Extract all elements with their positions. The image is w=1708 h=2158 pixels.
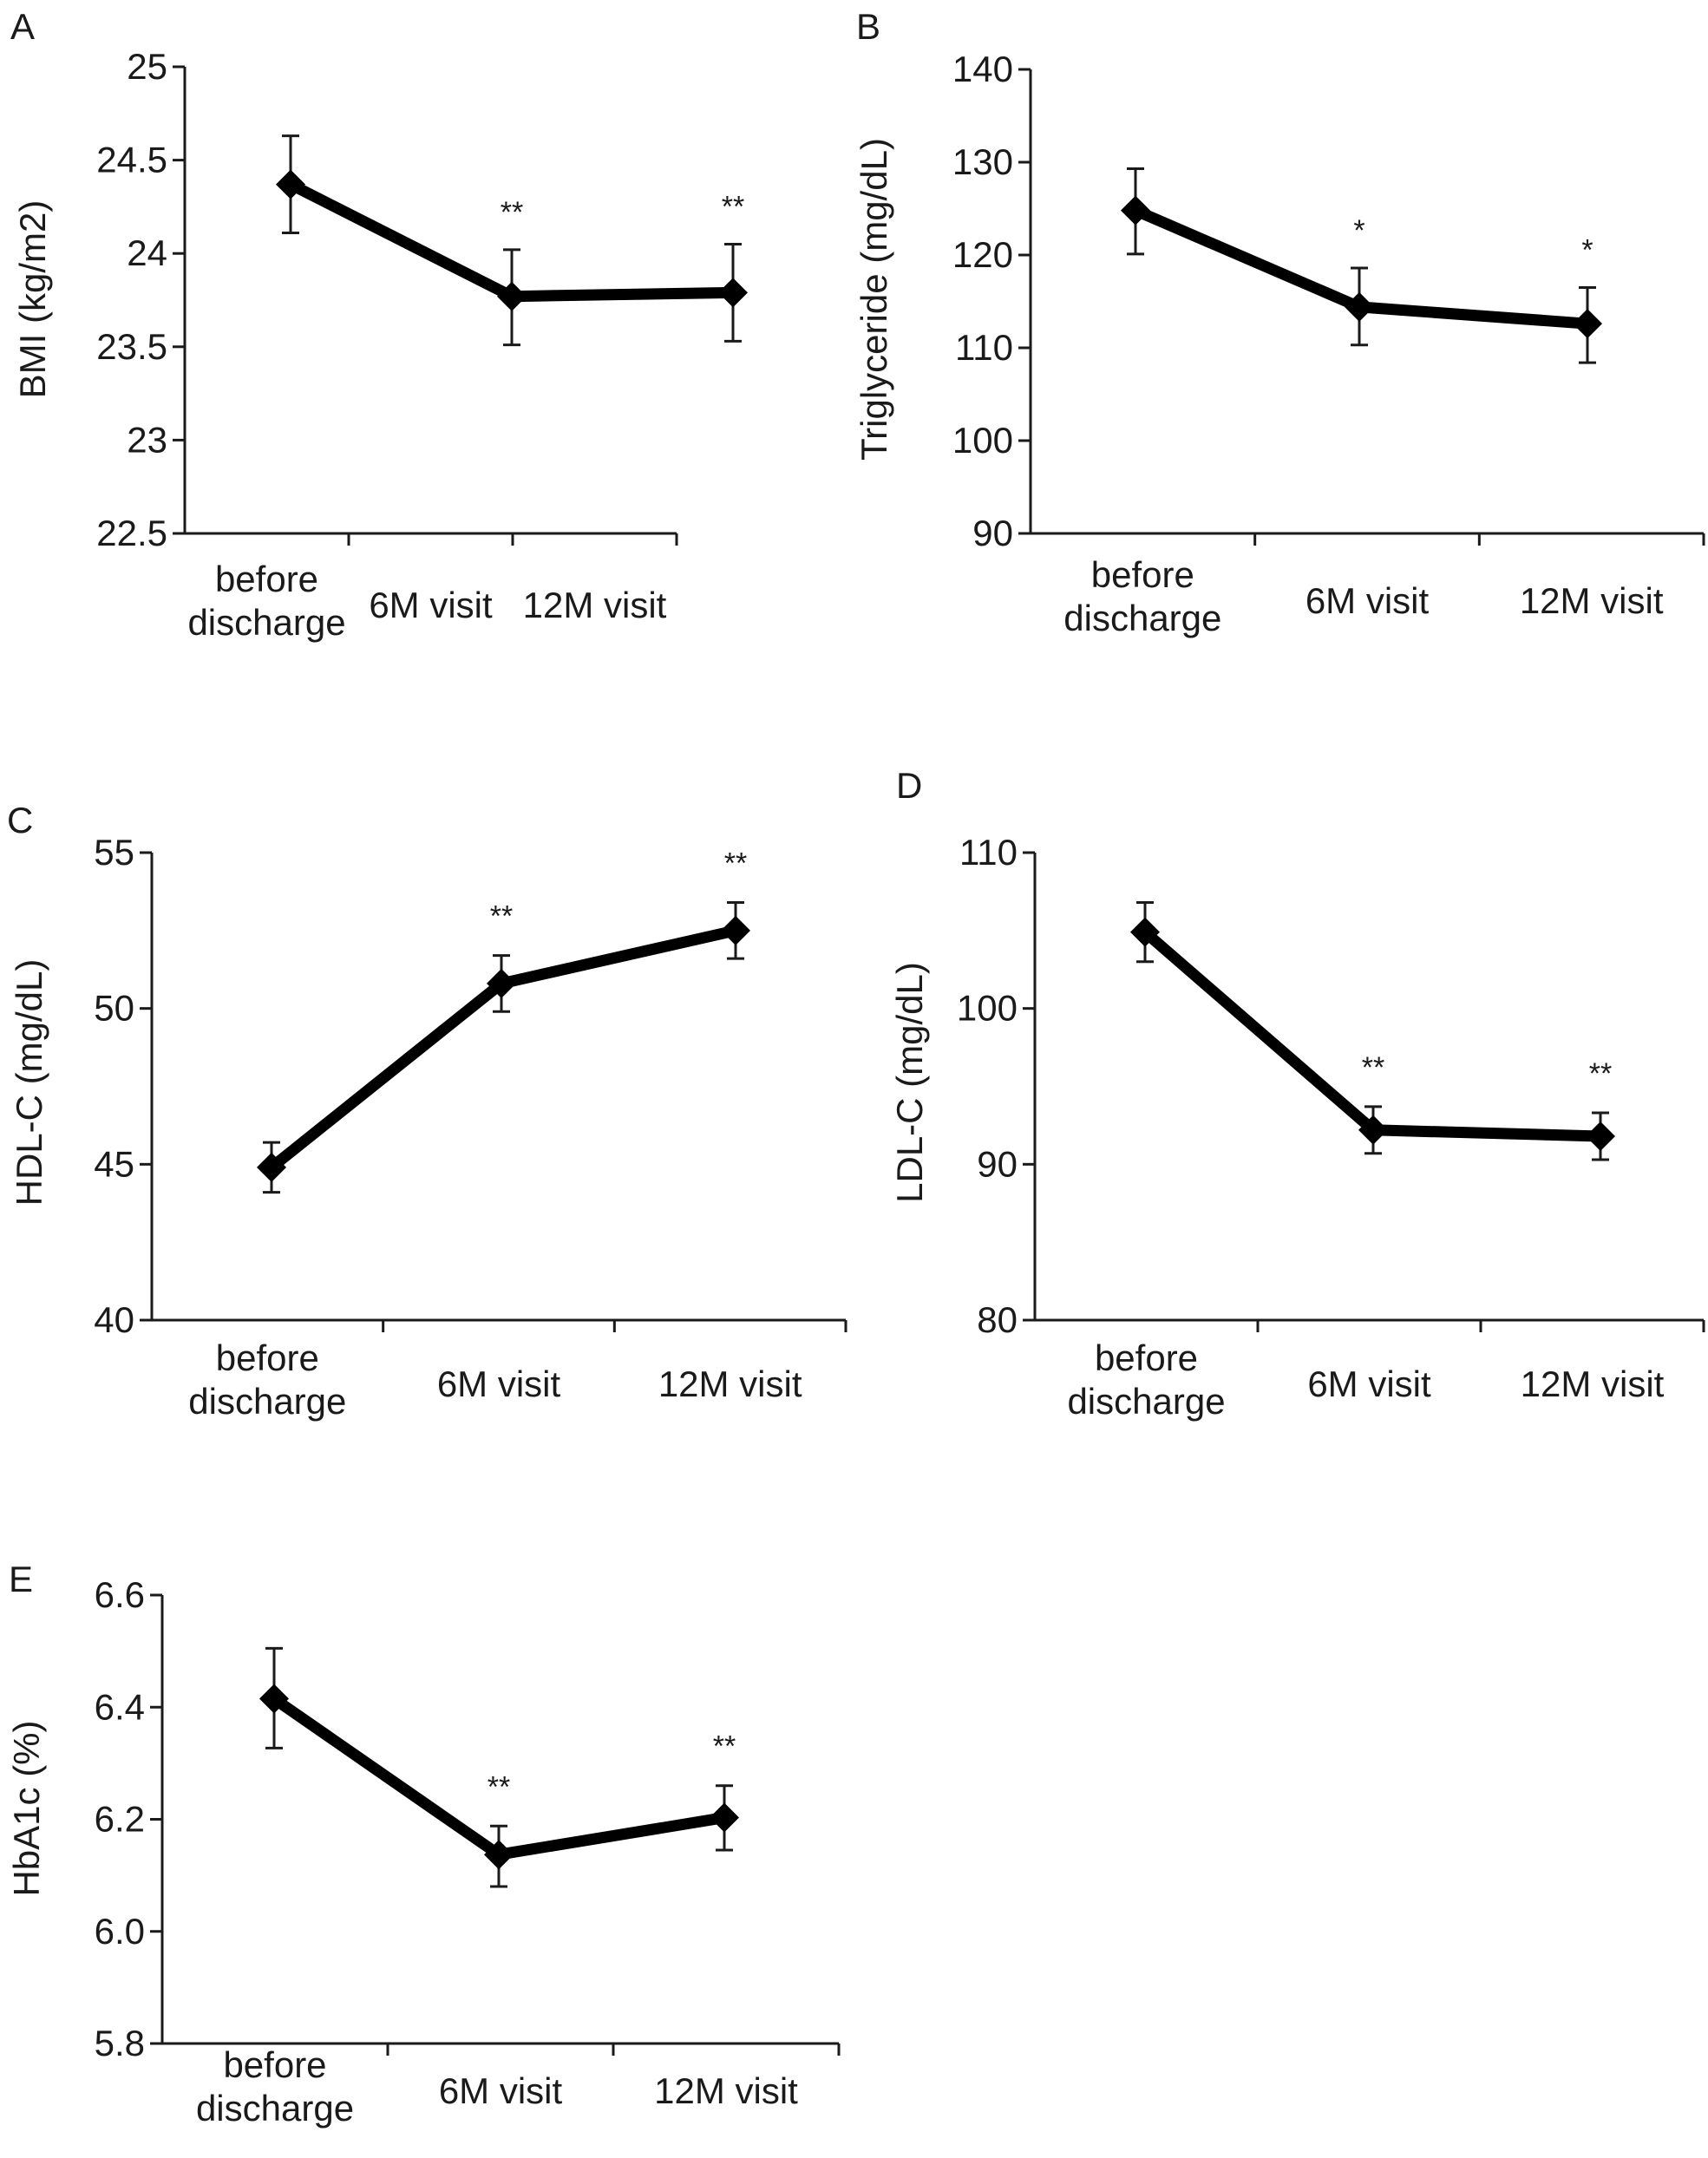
data-point-marker-b [1345, 291, 1374, 322]
x-category-label-b: 6M visit [1306, 580, 1430, 621]
y-tick-label-d: 80 [977, 1299, 1018, 1340]
data-point-marker-c [487, 968, 516, 998]
y-tick-label-c: 40 [94, 1299, 134, 1340]
significance-label-b: * [1581, 233, 1593, 266]
x-category-label-c: before [216, 1337, 319, 1378]
y-tick-label-a: 24.5 [96, 140, 167, 180]
x-category-label-e: before [223, 2044, 326, 2085]
y-axis-label-a: BMI (kg/m2) [12, 200, 53, 399]
y-tick-label-c: 55 [94, 832, 134, 873]
x-category-label-a: 6M visit [369, 585, 493, 625]
y-tick-label-c: 50 [94, 988, 134, 1029]
x-category-label-e: 12M visit [654, 2070, 798, 2111]
x-category-label-e: discharge [196, 2088, 354, 2129]
x-category-label-d: discharge [1067, 1381, 1225, 1422]
data-point-marker-c [721, 915, 750, 945]
series-line-c [265, 925, 742, 1174]
x-category-label-a: before [215, 559, 318, 599]
data-point-marker-b [1573, 309, 1602, 339]
y-tick-label-b: 100 [952, 420, 1013, 461]
x-category-label-a: 12M visit [523, 585, 667, 625]
y-axis-label-e: HbA1c (%) [6, 1720, 47, 1896]
y-tick-label-a: 24 [127, 232, 167, 273]
panel-letter-a: A [10, 6, 35, 47]
data-point-marker-e [710, 1802, 739, 1833]
x-category-label-d: 6M visit [1307, 1363, 1431, 1404]
data-point-marker-c [257, 1152, 286, 1182]
panel-b: B Triglyceride (mg/dL) 90 100 110 120 130 140 be… [854, 6, 1705, 638]
y-tick-label-b: 130 [952, 141, 1013, 182]
panel-letter-c: C [7, 800, 33, 840]
x-category-label-c: discharge [188, 1381, 346, 1422]
y-tick-label-a: 25 [127, 46, 167, 87]
significance-label-d: ** [1362, 1051, 1384, 1084]
y-tick-label-e: 6.6 [95, 1574, 145, 1615]
y-tick-label-d: 100 [957, 988, 1018, 1029]
data-point-marker-b [1121, 195, 1150, 226]
significance-label-e: ** [713, 1730, 736, 1763]
data-point-marker-a [276, 169, 305, 199]
data-point-marker-e [259, 1684, 289, 1714]
y-tick-label-d: 110 [959, 832, 1018, 873]
x-category-label-d: before [1095, 1337, 1198, 1378]
y-tick-label-a: 23.5 [96, 326, 167, 367]
x-category-label-e: 6M visit [439, 2070, 563, 2111]
significance-label-c: ** [724, 847, 747, 880]
y-axis-label-c: HDL-C (mg/dL) [9, 959, 49, 1207]
x-category-label-b: before [1091, 554, 1194, 595]
x-category-label-c: 6M visit [437, 1363, 561, 1404]
data-point-marker-e [484, 1840, 514, 1870]
significance-label-a: ** [722, 190, 744, 223]
significance-label-d: ** [1589, 1057, 1612, 1090]
data-point-marker-a [497, 281, 527, 311]
x-category-label-a: discharge [187, 602, 345, 643]
y-tick-label-b: 90 [972, 513, 1013, 553]
y-axis-label-d: LDL-C (mg/dL) [889, 962, 930, 1203]
y-tick-label-a: 22.5 [96, 513, 167, 553]
significance-label-c: ** [490, 900, 513, 933]
significance-label-e: ** [488, 1770, 510, 1803]
y-axis-label-b: Triglyceride (mg/dL) [854, 138, 894, 461]
significance-label-b: * [1353, 214, 1364, 247]
y-tick-label-b: 140 [952, 49, 1013, 89]
panel-e: E HbA1c (%) 5.8 6.0 6.2 6.4 6.6 beforedischarge… [6, 1559, 841, 2129]
y-tick-label-e: 6.0 [95, 1911, 145, 1952]
y-tick-label-d: 90 [977, 1143, 1018, 1184]
panel-letter-b: B [856, 6, 880, 47]
panel-letter-e: E [9, 1559, 33, 1599]
y-tick-label-a: 23 [127, 419, 167, 460]
y-tick-label-e: 6.4 [95, 1686, 145, 1727]
x-category-label-b: 12M visit [1520, 580, 1664, 621]
y-tick-label-e: 6.2 [95, 1799, 145, 1840]
panel-a: A BMI (kg/m2) 22.5 23 23.5 24 24.5 25 beforedisc… [10, 6, 748, 643]
x-category-label-b: discharge [1063, 598, 1221, 638]
y-tick-label-b: 110 [955, 327, 1013, 368]
data-point-marker-a [718, 278, 748, 308]
panel-letter-d: D [896, 765, 922, 806]
y-tick-label-b: 120 [952, 234, 1013, 275]
y-tick-label-e: 5.8 [95, 2023, 145, 2063]
data-point-marker-d [1586, 1121, 1615, 1151]
x-category-label-c: 12M visit [658, 1363, 802, 1404]
significance-label-a: ** [501, 196, 523, 229]
data-point-marker-d [1358, 1115, 1388, 1145]
data-point-marker-d [1130, 917, 1160, 947]
y-tick-label-c: 45 [94, 1143, 134, 1184]
x-category-label-d: 12M visit [1521, 1363, 1665, 1404]
